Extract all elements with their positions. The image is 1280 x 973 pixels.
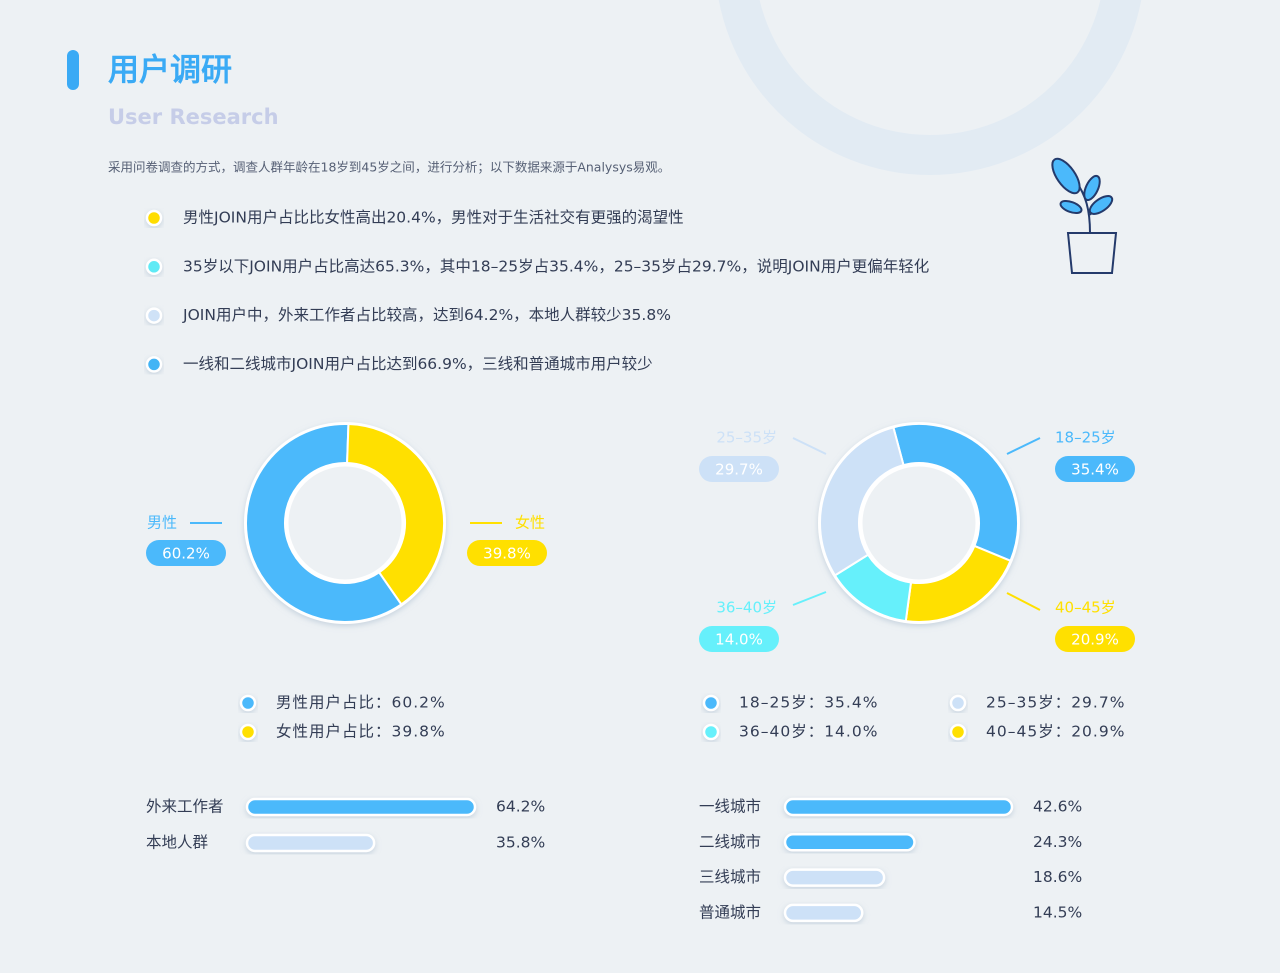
legend-label: 女性用户占比：39.8% <box>276 722 446 741</box>
segment-label: 18–25岁 <box>1055 429 1116 447</box>
category-label: 普通城市 <box>699 903 761 921</box>
value-pill <box>699 626 779 652</box>
legend-label: 25–35岁：29.7% <box>986 694 1125 712</box>
legend-label: 36–40岁：14.0% <box>739 723 878 741</box>
bullet-text: JOIN用户中，外来工作者占比较高，达到64.2%，本地人群较少35.8% <box>182 306 671 324</box>
legend-dot <box>702 723 720 741</box>
segment-label: 女性 <box>515 514 545 532</box>
leader-line <box>1006 592 1041 611</box>
plant-icon <box>1051 157 1118 274</box>
value-label: 20.9% <box>1071 631 1119 649</box>
legend-dot <box>145 356 163 373</box>
legend-dot <box>145 258 163 276</box>
category-label: 一线城市 <box>699 798 761 816</box>
bar <box>783 797 1014 817</box>
leader-line <box>792 437 827 455</box>
bullet-text: 35岁以下JOIN用户占比高达65.3%，其中18–25岁占35.4%，25–3… <box>183 257 929 275</box>
bar <box>783 868 886 887</box>
value-pill <box>699 456 779 482</box>
bar <box>783 833 916 852</box>
value-pill <box>146 540 226 566</box>
legend-label: 40–45岁：20.9% <box>986 723 1125 741</box>
value-pill <box>1055 626 1135 652</box>
value-pill <box>467 540 547 566</box>
donut-segment <box>892 423 1019 563</box>
legend-dot <box>239 723 257 741</box>
legend-dot <box>145 209 163 227</box>
segment-label: 25–35岁 <box>716 429 777 447</box>
legend-label: 18–25岁：35.4% <box>739 694 878 712</box>
donut-hole <box>859 463 979 583</box>
bullet-text: 一线和二线城市JOIN用户占比达到66.9%，三线和普通城市用户较少 <box>183 355 653 373</box>
value-label: 18.6% <box>1033 868 1082 886</box>
value-label: 35.8% <box>496 834 545 852</box>
title-accent <box>67 50 79 90</box>
value-label: 42.6% <box>1033 798 1082 816</box>
leader-line <box>1006 437 1041 455</box>
legend-dot <box>702 694 720 712</box>
legend-dot <box>949 694 967 712</box>
legend-dot <box>949 723 967 741</box>
segment-label: 36–40岁 <box>716 599 777 617</box>
donut-segment <box>245 423 403 623</box>
donut-hole <box>285 463 405 583</box>
category-label: 本地人群 <box>146 834 208 852</box>
segment-label: 男性 <box>147 514 177 532</box>
category-label: 二线城市 <box>699 833 761 851</box>
value-label: 35.4% <box>1071 461 1119 479</box>
legend-dot <box>145 307 163 324</box>
description: 采用问卷调查的方式，调查人群年龄在18岁到45岁之间，进行分析；以下数据来源于A… <box>108 160 670 175</box>
value-label: 24.3% <box>1033 833 1082 851</box>
leader-line <box>792 591 827 606</box>
legend-dot <box>239 694 257 712</box>
value-label: 39.8% <box>483 545 531 563</box>
bullet-text: 男性JOIN用户占比比女性高出20.4%，男性对于生活社交有更强的渴望性 <box>183 208 684 227</box>
subtitle: User Research <box>108 105 279 129</box>
donut-segment <box>346 423 445 606</box>
legend-label: 男性用户占比：60.2% <box>276 694 446 712</box>
category-label: 三线城市 <box>699 868 761 886</box>
category-label: 外来工作者 <box>146 798 224 816</box>
segment-label: 40–45岁 <box>1055 599 1116 617</box>
value-label: 29.7% <box>715 461 763 479</box>
value-label: 64.2% <box>496 798 545 816</box>
bar <box>783 903 864 923</box>
value-pill <box>1055 456 1135 482</box>
decor-ring <box>718 0 1142 175</box>
value-label: 14.0% <box>715 631 763 649</box>
donut-segment <box>819 426 905 577</box>
value-label: 60.2% <box>162 545 210 563</box>
value-label: 14.5% <box>1033 903 1082 921</box>
title: 用户调研 <box>108 53 232 89</box>
bar <box>245 797 477 817</box>
bar <box>245 833 376 853</box>
